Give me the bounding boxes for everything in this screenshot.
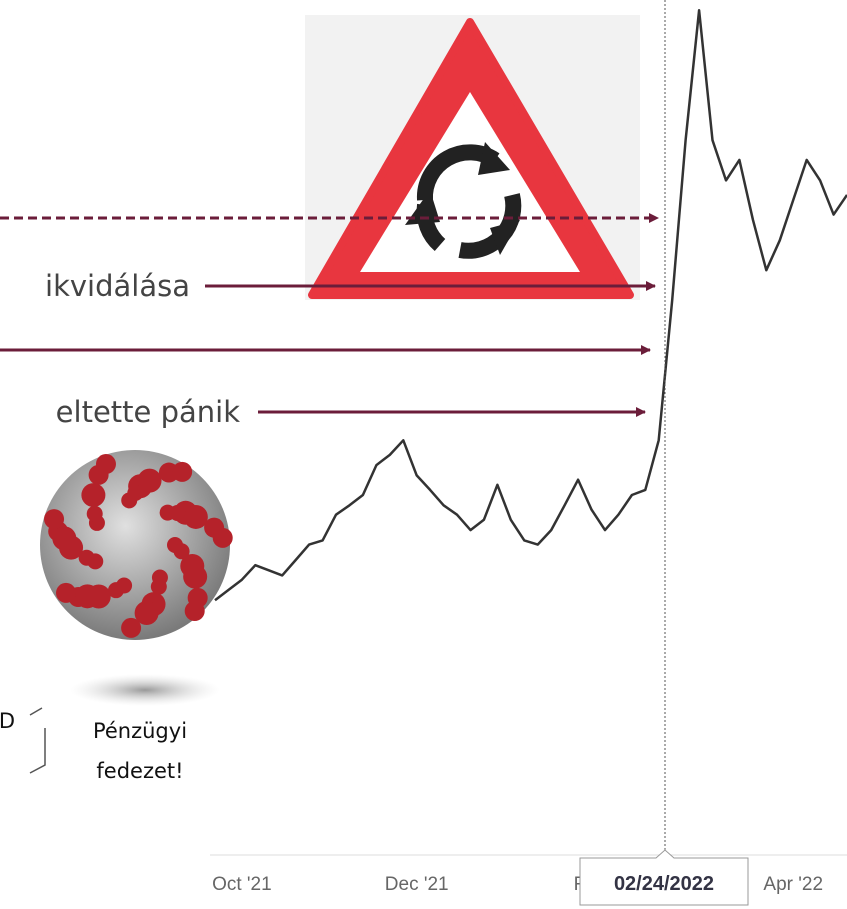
virus-spike (173, 543, 190, 560)
virus-spike (95, 454, 116, 475)
x-tick-label: Apr '22 (763, 874, 823, 895)
virus-spike (86, 505, 103, 522)
warning-sign (305, 15, 640, 300)
virus-spike (212, 527, 233, 548)
virus-spike (75, 584, 100, 609)
price-chart (214, 9, 847, 602)
virus-spike (108, 582, 125, 599)
virus-spike (56, 582, 77, 603)
virus-spike (78, 549, 95, 566)
virus-spike (150, 578, 167, 595)
virus-spike (137, 468, 162, 493)
virus-spike (134, 601, 159, 626)
note-text: Pénzügyi (93, 719, 187, 743)
x-tick-label: Dec '21 (385, 874, 449, 895)
virus-spike (184, 600, 205, 621)
crosshair-date: 02/24/2022 (614, 873, 714, 895)
virus-spike (183, 564, 208, 589)
virus-spike (81, 483, 106, 508)
annotation: ikvidálása (45, 269, 190, 303)
crosshair-label: 02/24/2022 (579, 849, 749, 906)
virus-spike (169, 505, 186, 522)
virus-spike (121, 617, 142, 638)
bracket (29, 707, 46, 774)
virus-spike (127, 485, 144, 502)
virus-spike (44, 509, 65, 530)
x-tick-label: Oct '21 (212, 874, 272, 895)
virus-spike (52, 526, 77, 551)
annotation: eltette pánik (56, 395, 241, 429)
note-text: fedezet! (96, 759, 183, 783)
virus-image (40, 450, 233, 706)
note-marker: D (0, 709, 15, 733)
price-line (214, 9, 847, 602)
virus-spike (183, 504, 208, 529)
virus-spike (172, 461, 193, 482)
